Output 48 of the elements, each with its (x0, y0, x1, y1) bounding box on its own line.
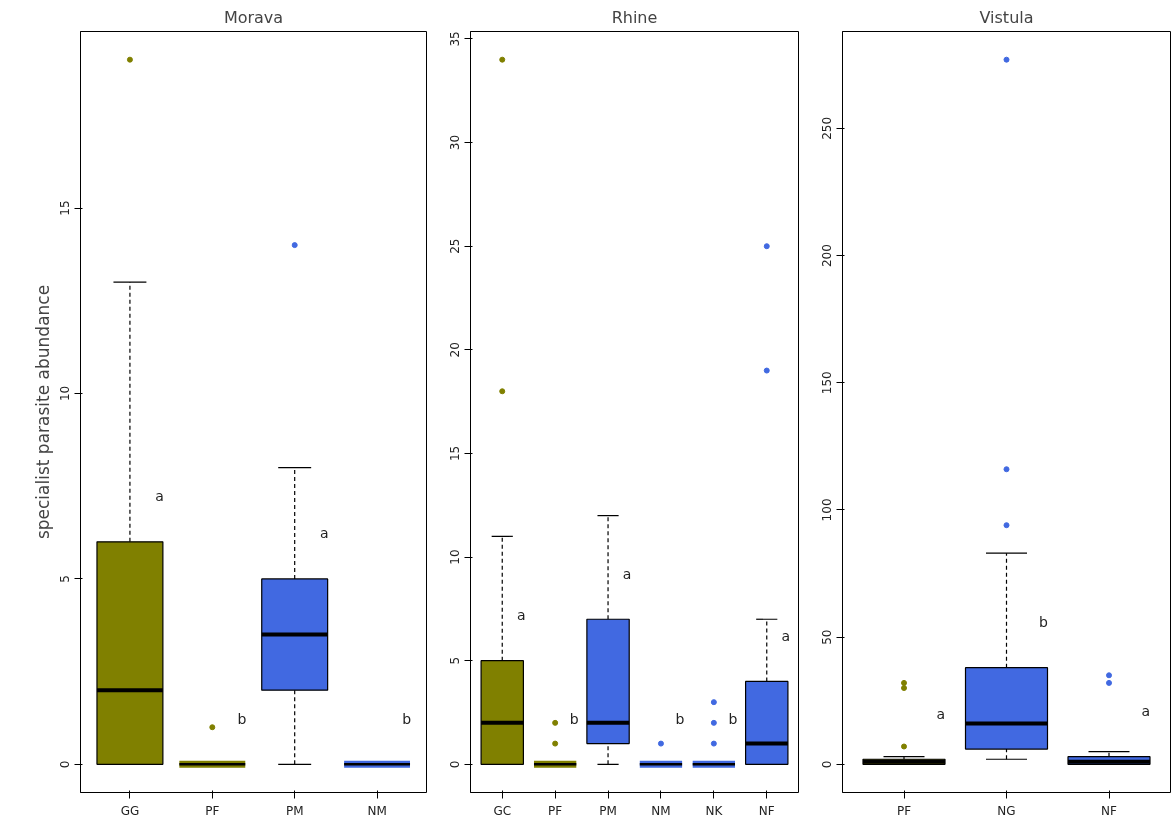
y-tick-label: 250 (820, 116, 835, 140)
annotation: b (569, 710, 579, 727)
y-tick-label: 20 (448, 342, 463, 358)
y-tick-label: 35 (448, 31, 463, 47)
y-tick-label: 150 (820, 371, 835, 395)
chart-title: Rhine (611, 7, 658, 27)
annotation: a (517, 607, 526, 624)
y-tick-label: 0 (58, 760, 73, 769)
x-tick-label: NF (758, 803, 775, 818)
x-tick-label: PF (205, 803, 220, 818)
y-tick-label: 200 (820, 244, 835, 268)
annotation: a (622, 565, 632, 582)
x-tick-label: PF (896, 803, 912, 818)
y-tick-label: 5 (58, 575, 73, 583)
y-tick-label: 10 (448, 549, 463, 565)
y-tick-label: 50 (820, 629, 835, 645)
x-tick-label: NF (1101, 803, 1118, 818)
x-tick-label: NM (367, 803, 387, 818)
x-tick-label: GC (493, 803, 512, 818)
x-tick-label: NG (997, 803, 1016, 818)
y-tick-label: 15 (448, 445, 463, 462)
y-tick-label: 100 (820, 498, 835, 522)
annotation: b (402, 710, 412, 727)
annotation: b (237, 710, 247, 727)
annotation: a (936, 705, 946, 722)
annotation: b (728, 710, 738, 727)
x-tick-label: GG (120, 803, 140, 818)
annotation: a (1141, 703, 1151, 720)
annotation: a (320, 525, 329, 542)
annotation: b (675, 710, 685, 727)
y-tick-label: 25 (448, 238, 463, 254)
y-tick-label: 30 (448, 134, 463, 151)
y-tick-label: 15 (58, 200, 73, 216)
chart-title: Vistula (979, 7, 1034, 27)
y-axis-title: specialist parasite abundance (32, 284, 53, 540)
y-tick-label: 0 (448, 760, 463, 769)
y-tick-label: 5 (448, 656, 463, 665)
x-tick-label: NK (705, 803, 724, 818)
annotation: a (155, 488, 164, 505)
x-tick-label: NM (651, 803, 671, 818)
annotation: a (781, 627, 791, 644)
y-tick-label: 10 (58, 385, 73, 402)
x-tick-label: PF (548, 803, 563, 818)
annotation: b (1038, 613, 1048, 630)
chart-title: Morava (223, 7, 284, 27)
x-tick-label: PM (599, 803, 617, 818)
y-tick-label: 0 (820, 760, 835, 769)
x-tick-label: PM (285, 803, 304, 818)
